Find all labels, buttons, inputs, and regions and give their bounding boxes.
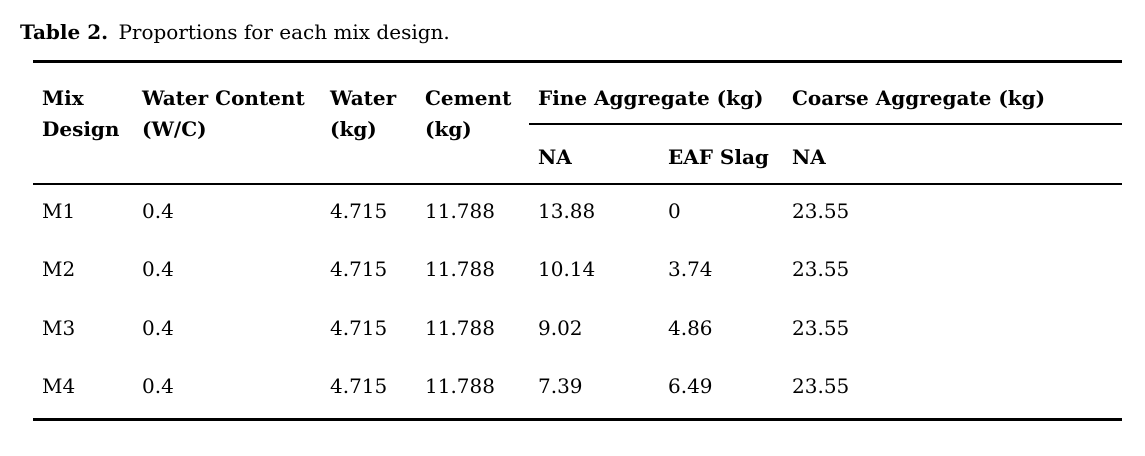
cell-coarse-na: 23.55	[792, 316, 850, 340]
cell-water: 4.715	[330, 257, 388, 281]
cell-mix: M3	[42, 316, 76, 340]
cell-mix: M4	[42, 374, 76, 399]
cell-water: 4.715	[330, 374, 388, 399]
cell-cement: 11.788	[425, 316, 495, 340]
table-row-m3: M3 0.4 4.715 11.788 9.02 4.86 23.55	[33, 302, 1122, 361]
cell-fine-na: 13.88	[538, 198, 596, 223]
mix-design-table: Mix Design Water Content (W/C) Water (kg…	[33, 60, 1123, 421]
header-fine-aggregate-group: Fine Aggregate (kg)	[529, 61, 784, 125]
header-coarse-aggregate-group: Coarse Aggregate (kg)	[783, 61, 1123, 125]
cell-water-content: 0.4	[142, 198, 174, 223]
header-water-kg: Water (kg)	[321, 61, 416, 185]
header-mix-design-line1: Mix	[42, 86, 84, 110]
header-water-kg-line1: Water	[330, 86, 397, 110]
header-cement-kg: Cement (kg)	[416, 61, 529, 185]
header-mix-design-line2: Design	[42, 117, 120, 141]
cell-mix: M2	[42, 257, 76, 281]
header-cement-kg-line2: (kg)	[425, 117, 472, 141]
cell-coarse-na: 23.55	[792, 257, 850, 281]
header-mix-design: Mix Design	[33, 61, 133, 185]
cell-eaf-slag: 4.86	[668, 316, 713, 340]
subheader-eaf-slag: EAF Slag	[659, 123, 784, 185]
cell-coarse-na: 23.55	[792, 374, 850, 399]
table-row-m1: M1 0.4 4.715 11.788 13.88 0 23.55	[33, 184, 1122, 243]
table-caption: Table 2. Proportions for each mix design…	[20, 19, 450, 45]
table-caption-text: Proportions for each mix design.	[118, 20, 450, 44]
cell-cement: 11.788	[425, 198, 495, 223]
table-body: M1 0.4 4.715 11.788 13.88 0 23.55 M2 0.4…	[33, 184, 1122, 420]
cell-eaf-slag: 3.74	[668, 257, 713, 281]
cell-coarse-na: 23.55	[792, 198, 850, 223]
cell-cement: 11.788	[425, 257, 495, 281]
header-row-sub: NA EAF Slag NA	[33, 123, 1123, 185]
cell-fine-na: 7.39	[538, 374, 583, 399]
table-row-m4: M4 0.4 4.715 11.788 7.39 6.49 23.55	[33, 361, 1122, 420]
cell-water: 4.715	[330, 316, 388, 340]
cell-mix: M1	[42, 198, 76, 223]
cell-water: 4.715	[330, 198, 388, 223]
table-caption-label: Table 2.	[20, 20, 109, 44]
header-water-content-line1: Water Content	[142, 86, 305, 110]
header-water-content: Water Content (W/C)	[133, 61, 321, 185]
cell-fine-na: 9.02	[538, 316, 583, 340]
header-water-kg-line2: (kg)	[330, 117, 377, 141]
cell-water-content: 0.4	[142, 316, 174, 340]
subheader-coarse-na: NA	[783, 123, 1123, 185]
header-water-content-line2: (W/C)	[142, 117, 207, 141]
cell-fine-na: 10.14	[538, 257, 596, 281]
table-row-m2: M2 0.4 4.715 11.788 10.14 3.74 23.55	[33, 243, 1122, 302]
cell-cement: 11.788	[425, 374, 495, 399]
cell-water-content: 0.4	[142, 374, 174, 399]
cell-water-content: 0.4	[142, 257, 174, 281]
header-row-main: Mix Design Water Content (W/C) Water (kg…	[33, 61, 1123, 185]
cell-eaf-slag: 0	[668, 198, 681, 223]
header-cement-kg-line1: Cement	[425, 86, 512, 110]
subheader-fine-na: NA	[529, 123, 659, 185]
cell-eaf-slag: 6.49	[668, 374, 713, 399]
table-header: Mix Design Water Content (W/C) Water (kg…	[33, 61, 1123, 185]
